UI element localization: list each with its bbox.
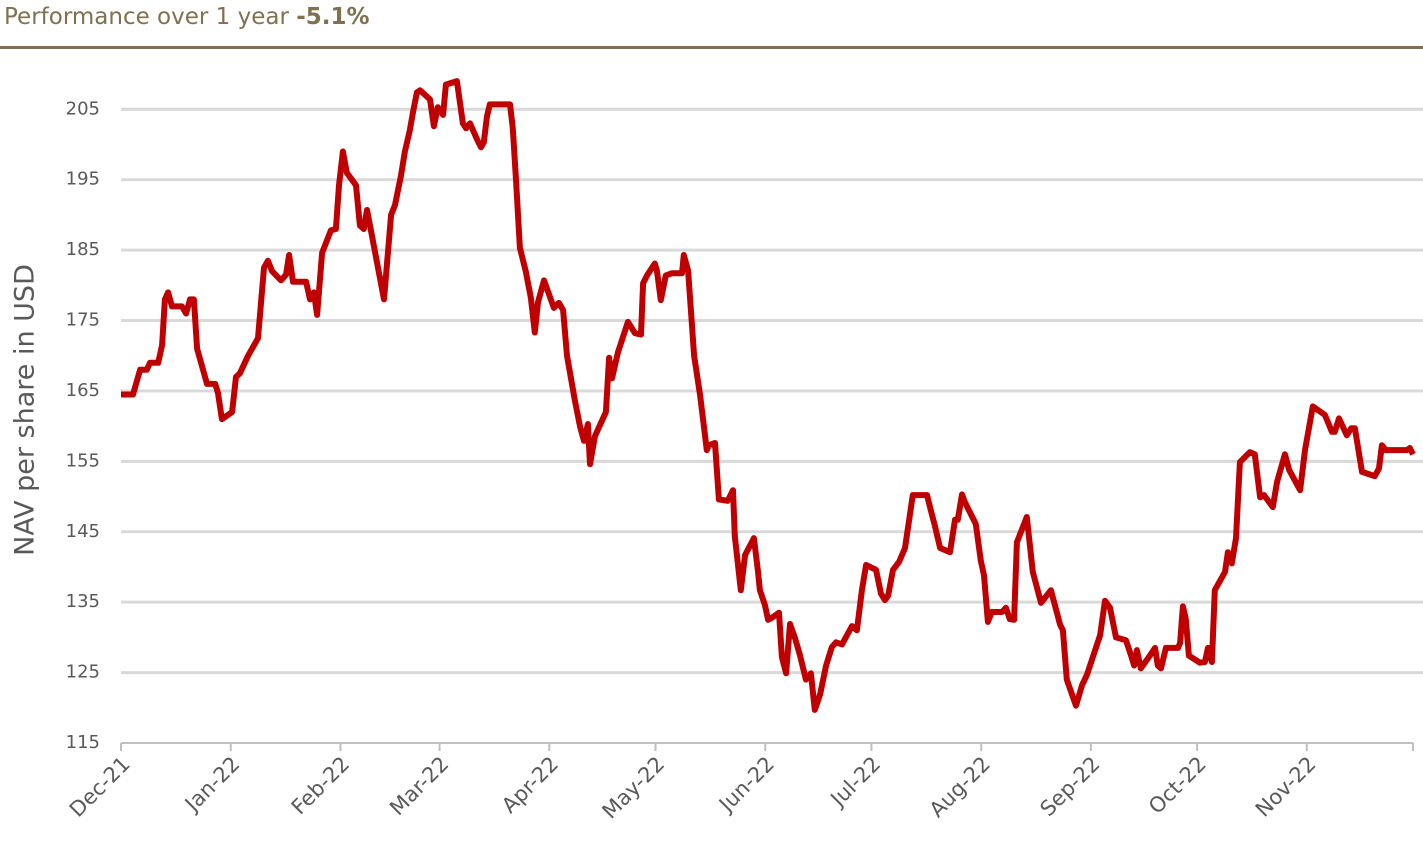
- x-tick-label: Apr-22: [497, 752, 563, 818]
- title-text: Performance over 1 year: [4, 4, 289, 30]
- x-tick-label: Feb-22: [287, 752, 355, 820]
- x-tick-label: May-22: [598, 752, 670, 824]
- x-tick-label: Sep-22: [1035, 752, 1104, 821]
- y-tick-label: 175: [66, 310, 100, 331]
- y-tick-label: 195: [66, 169, 100, 190]
- y-tick-label: 205: [66, 98, 100, 119]
- title-rule: [0, 46, 1423, 49]
- x-tick-label: Mar-22: [385, 752, 453, 820]
- y-axis-label: NAV per share in USD: [10, 264, 41, 556]
- x-tick-label: Aug-22: [925, 752, 995, 822]
- y-tick-label: 185: [66, 239, 100, 260]
- y-tick-label: 125: [66, 662, 100, 683]
- x-tick-label: Nov-22: [1251, 752, 1321, 822]
- x-tick-label: Oct-22: [1144, 752, 1211, 819]
- y-tick-label: 135: [66, 591, 100, 612]
- x-tick-label: Jan-22: [179, 752, 245, 818]
- title-highlight: -5.1%: [296, 4, 369, 30]
- x-tick-label: Jul-22: [825, 752, 886, 813]
- x-tick-label: Jun-22: [713, 752, 779, 818]
- nav-line: [121, 78, 1416, 713]
- y-tick-label: 155: [66, 450, 100, 471]
- x-tick-label: Dec-21: [65, 752, 135, 822]
- y-tick-label: 165: [66, 380, 100, 401]
- chart-title: Performance over 1 year -5.1%: [4, 4, 370, 30]
- y-tick-label: 115: [66, 732, 100, 753]
- y-tick-label: 145: [66, 521, 100, 542]
